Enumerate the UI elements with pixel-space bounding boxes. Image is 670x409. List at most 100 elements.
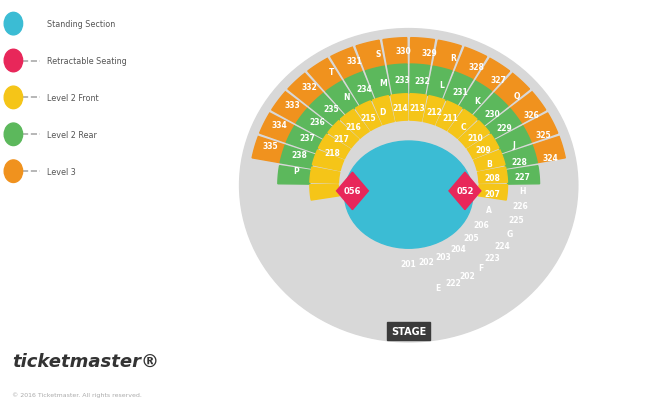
Polygon shape <box>365 67 391 100</box>
Polygon shape <box>310 168 340 184</box>
Polygon shape <box>383 38 407 66</box>
Text: 214: 214 <box>392 104 408 113</box>
Text: L: L <box>440 81 444 90</box>
Polygon shape <box>310 94 344 126</box>
Text: P: P <box>293 166 299 175</box>
Polygon shape <box>312 151 344 171</box>
Polygon shape <box>308 59 342 92</box>
Text: 231: 231 <box>452 88 468 97</box>
Circle shape <box>4 87 23 109</box>
Text: G: G <box>507 229 513 238</box>
Text: ticketmaster®: ticketmaster® <box>11 352 159 370</box>
Text: 227: 227 <box>515 172 530 181</box>
Text: D: D <box>379 108 386 117</box>
Text: STAGE: STAGE <box>391 326 426 336</box>
Text: 223: 223 <box>484 253 500 262</box>
Text: 205: 205 <box>464 233 479 242</box>
Text: Q: Q <box>513 92 520 101</box>
Polygon shape <box>409 94 427 122</box>
Text: E: E <box>436 283 441 292</box>
Circle shape <box>4 50 23 73</box>
Text: J: J <box>512 140 515 149</box>
Polygon shape <box>387 65 407 96</box>
Text: 056: 056 <box>344 187 361 196</box>
Text: 207: 207 <box>484 189 500 198</box>
Polygon shape <box>495 127 531 153</box>
Text: 236: 236 <box>310 118 326 127</box>
Polygon shape <box>271 92 308 124</box>
Polygon shape <box>326 82 358 115</box>
Text: 225: 225 <box>509 216 524 225</box>
Text: 332: 332 <box>302 83 318 92</box>
Polygon shape <box>296 109 332 139</box>
Polygon shape <box>260 114 295 143</box>
Polygon shape <box>373 97 395 125</box>
Text: 232: 232 <box>415 77 430 86</box>
Text: N: N <box>344 93 350 102</box>
Polygon shape <box>476 59 510 92</box>
Text: 201: 201 <box>401 259 417 268</box>
Text: H: H <box>519 187 526 196</box>
Text: Retractable Seating: Retractable Seating <box>47 57 127 66</box>
Bar <box>387 322 430 340</box>
Polygon shape <box>410 65 430 96</box>
Polygon shape <box>252 137 285 163</box>
Text: 333: 333 <box>285 101 301 110</box>
Text: 330: 330 <box>396 47 411 56</box>
Polygon shape <box>459 82 492 115</box>
Ellipse shape <box>240 29 578 342</box>
Text: 218: 218 <box>324 148 340 157</box>
Text: 208: 208 <box>484 173 500 182</box>
Polygon shape <box>344 73 374 106</box>
Polygon shape <box>507 166 539 185</box>
Polygon shape <box>355 102 381 131</box>
Text: 213: 213 <box>409 104 425 113</box>
Text: K: K <box>474 97 480 106</box>
Text: 202: 202 <box>460 272 475 281</box>
Text: T: T <box>329 67 334 76</box>
Text: 237: 237 <box>299 133 315 142</box>
Text: 210: 210 <box>467 133 483 142</box>
Text: 326: 326 <box>524 110 539 119</box>
Text: 226: 226 <box>513 201 529 210</box>
Text: 203: 203 <box>435 252 451 261</box>
Polygon shape <box>427 67 452 100</box>
Text: 224: 224 <box>494 242 510 251</box>
Polygon shape <box>458 121 490 148</box>
Text: 215: 215 <box>360 113 376 122</box>
Polygon shape <box>331 48 362 80</box>
Text: 222: 222 <box>446 278 461 287</box>
Polygon shape <box>318 135 350 160</box>
Circle shape <box>4 13 23 36</box>
Polygon shape <box>478 185 507 200</box>
Polygon shape <box>510 92 546 124</box>
Ellipse shape <box>344 142 473 249</box>
Text: Level 2 Rear: Level 2 Rear <box>47 130 96 139</box>
Text: 328: 328 <box>469 63 485 72</box>
Text: 209: 209 <box>476 146 492 155</box>
Text: Level 3: Level 3 <box>47 167 76 176</box>
Text: Level 2 Front: Level 2 Front <box>47 94 98 103</box>
Text: 234: 234 <box>356 84 372 93</box>
Polygon shape <box>494 74 529 107</box>
Text: M: M <box>379 79 387 88</box>
Text: 052: 052 <box>456 187 474 196</box>
Text: S: S <box>376 50 381 59</box>
Polygon shape <box>286 127 322 153</box>
Text: R: R <box>451 54 456 63</box>
Text: 211: 211 <box>443 114 458 123</box>
Circle shape <box>4 124 23 146</box>
Text: 238: 238 <box>292 151 308 160</box>
Polygon shape <box>288 74 324 107</box>
Polygon shape <box>410 38 434 66</box>
Text: 324: 324 <box>543 153 559 162</box>
Polygon shape <box>448 110 477 139</box>
Text: Standing Section: Standing Section <box>47 20 115 29</box>
Text: 235: 235 <box>323 104 339 113</box>
Text: 331: 331 <box>346 57 362 66</box>
Text: 206: 206 <box>474 220 489 229</box>
Polygon shape <box>444 73 473 106</box>
Text: 325: 325 <box>535 131 551 140</box>
Text: 204: 204 <box>450 244 466 253</box>
Polygon shape <box>336 173 368 210</box>
